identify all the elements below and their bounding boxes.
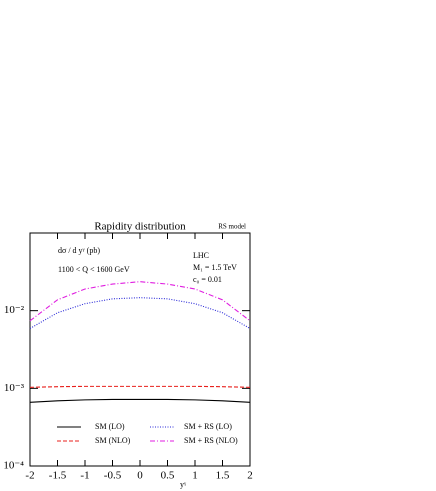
series-line (29, 297, 251, 329)
legend-label: SM + RS (NLO) (184, 436, 238, 445)
series-line (29, 385, 251, 388)
x-tick-label: 0.5 (161, 470, 175, 482)
series-line (29, 281, 251, 322)
x-tick-label: -2 (25, 470, 34, 482)
legend-label: SM (NLO) (95, 436, 131, 445)
x-tick-label: 1 (192, 470, 198, 482)
annotation: LHC (193, 251, 209, 260)
chart-subtitle: RS model (218, 223, 246, 231)
y-tick-label: 10⁻⁴ (3, 460, 24, 472)
y-tick-label: 10⁻² (4, 304, 25, 316)
annotation: 1100 < Q < 1600 GeV (58, 265, 130, 274)
x-tick-label: 2 (247, 470, 253, 482)
x-tick-label: -1.5 (49, 470, 67, 482)
legend-label: SM (LO) (95, 422, 125, 431)
x-tick-label: -1 (80, 470, 89, 482)
annotation: M₁ = 1.5 TeV (193, 263, 237, 272)
series-line (29, 398, 251, 403)
legend-label: SM + RS (LO) (184, 422, 232, 431)
x-tick-label: 1.5 (216, 470, 230, 482)
chart-title: Rapidity distribution (94, 221, 186, 233)
x-tick-label: 0 (137, 470, 143, 482)
x-axis-label: yᵞ (180, 480, 187, 489)
annotation: c₀ = 0.01 (193, 275, 222, 284)
y-tick-label: 10⁻³ (4, 382, 25, 394)
x-tick-label: -0.5 (104, 470, 122, 482)
y-axis-label: dσ / d yᵞ (pb) (58, 246, 100, 255)
